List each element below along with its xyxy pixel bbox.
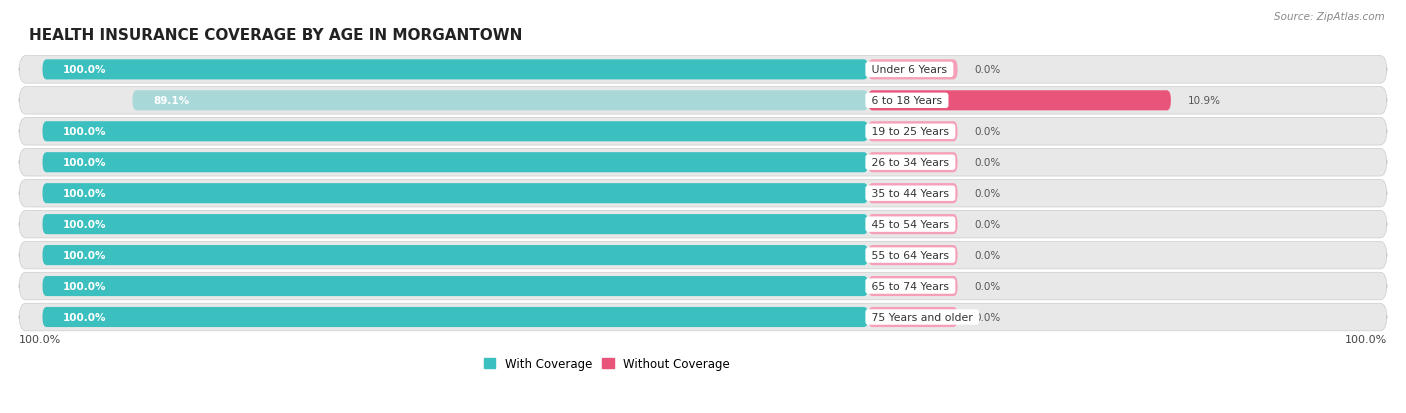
FancyBboxPatch shape (868, 276, 957, 297)
Text: 65 to 74 Years: 65 to 74 Years (868, 281, 953, 291)
Text: 89.1%: 89.1% (153, 96, 190, 106)
FancyBboxPatch shape (132, 91, 868, 111)
FancyBboxPatch shape (20, 87, 1386, 115)
FancyBboxPatch shape (42, 245, 868, 266)
Text: 10.9%: 10.9% (1187, 96, 1220, 106)
Text: 100.0%: 100.0% (63, 312, 107, 322)
FancyBboxPatch shape (868, 215, 957, 235)
FancyBboxPatch shape (868, 91, 1171, 111)
FancyBboxPatch shape (868, 60, 957, 80)
Text: 100.0%: 100.0% (63, 281, 107, 291)
Text: 0.0%: 0.0% (974, 281, 1000, 291)
Text: 0.0%: 0.0% (974, 189, 1000, 199)
Text: 26 to 34 Years: 26 to 34 Years (868, 158, 953, 168)
FancyBboxPatch shape (868, 245, 957, 266)
FancyBboxPatch shape (42, 153, 868, 173)
Text: 35 to 44 Years: 35 to 44 Years (868, 189, 953, 199)
Text: 100.0%: 100.0% (63, 189, 107, 199)
FancyBboxPatch shape (20, 57, 1386, 84)
FancyBboxPatch shape (42, 276, 868, 297)
Text: 100.0%: 100.0% (63, 220, 107, 230)
Text: Under 6 Years: Under 6 Years (868, 65, 950, 75)
FancyBboxPatch shape (868, 122, 957, 142)
Text: 100.0%: 100.0% (20, 335, 62, 344)
FancyBboxPatch shape (20, 273, 1386, 300)
Text: Source: ZipAtlas.com: Source: ZipAtlas.com (1274, 12, 1385, 22)
Text: 0.0%: 0.0% (974, 251, 1000, 261)
Legend: With Coverage, Without Coverage: With Coverage, Without Coverage (479, 352, 734, 375)
FancyBboxPatch shape (42, 122, 868, 142)
Text: 0.0%: 0.0% (974, 127, 1000, 137)
Text: 0.0%: 0.0% (974, 220, 1000, 230)
FancyBboxPatch shape (20, 180, 1386, 207)
Text: 0.0%: 0.0% (974, 158, 1000, 168)
Text: 100.0%: 100.0% (63, 65, 107, 75)
FancyBboxPatch shape (868, 184, 957, 204)
Text: 100.0%: 100.0% (63, 251, 107, 261)
Text: 0.0%: 0.0% (974, 312, 1000, 322)
Text: 0.0%: 0.0% (974, 65, 1000, 75)
FancyBboxPatch shape (42, 60, 868, 80)
Text: 55 to 64 Years: 55 to 64 Years (868, 251, 953, 261)
FancyBboxPatch shape (20, 304, 1386, 331)
Text: 100.0%: 100.0% (63, 127, 107, 137)
Text: 100.0%: 100.0% (63, 158, 107, 168)
Text: 6 to 18 Years: 6 to 18 Years (868, 96, 946, 106)
FancyBboxPatch shape (42, 215, 868, 235)
FancyBboxPatch shape (20, 149, 1386, 177)
FancyBboxPatch shape (20, 242, 1386, 269)
Text: 75 Years and older: 75 Years and older (868, 312, 976, 322)
FancyBboxPatch shape (20, 211, 1386, 238)
FancyBboxPatch shape (868, 307, 957, 327)
FancyBboxPatch shape (20, 118, 1386, 146)
FancyBboxPatch shape (42, 307, 868, 327)
FancyBboxPatch shape (868, 153, 957, 173)
Text: 19 to 25 Years: 19 to 25 Years (868, 127, 953, 137)
Text: 45 to 54 Years: 45 to 54 Years (868, 220, 953, 230)
FancyBboxPatch shape (42, 184, 868, 204)
Text: 100.0%: 100.0% (1344, 335, 1386, 344)
Text: HEALTH INSURANCE COVERAGE BY AGE IN MORGANTOWN: HEALTH INSURANCE COVERAGE BY AGE IN MORG… (28, 28, 522, 43)
